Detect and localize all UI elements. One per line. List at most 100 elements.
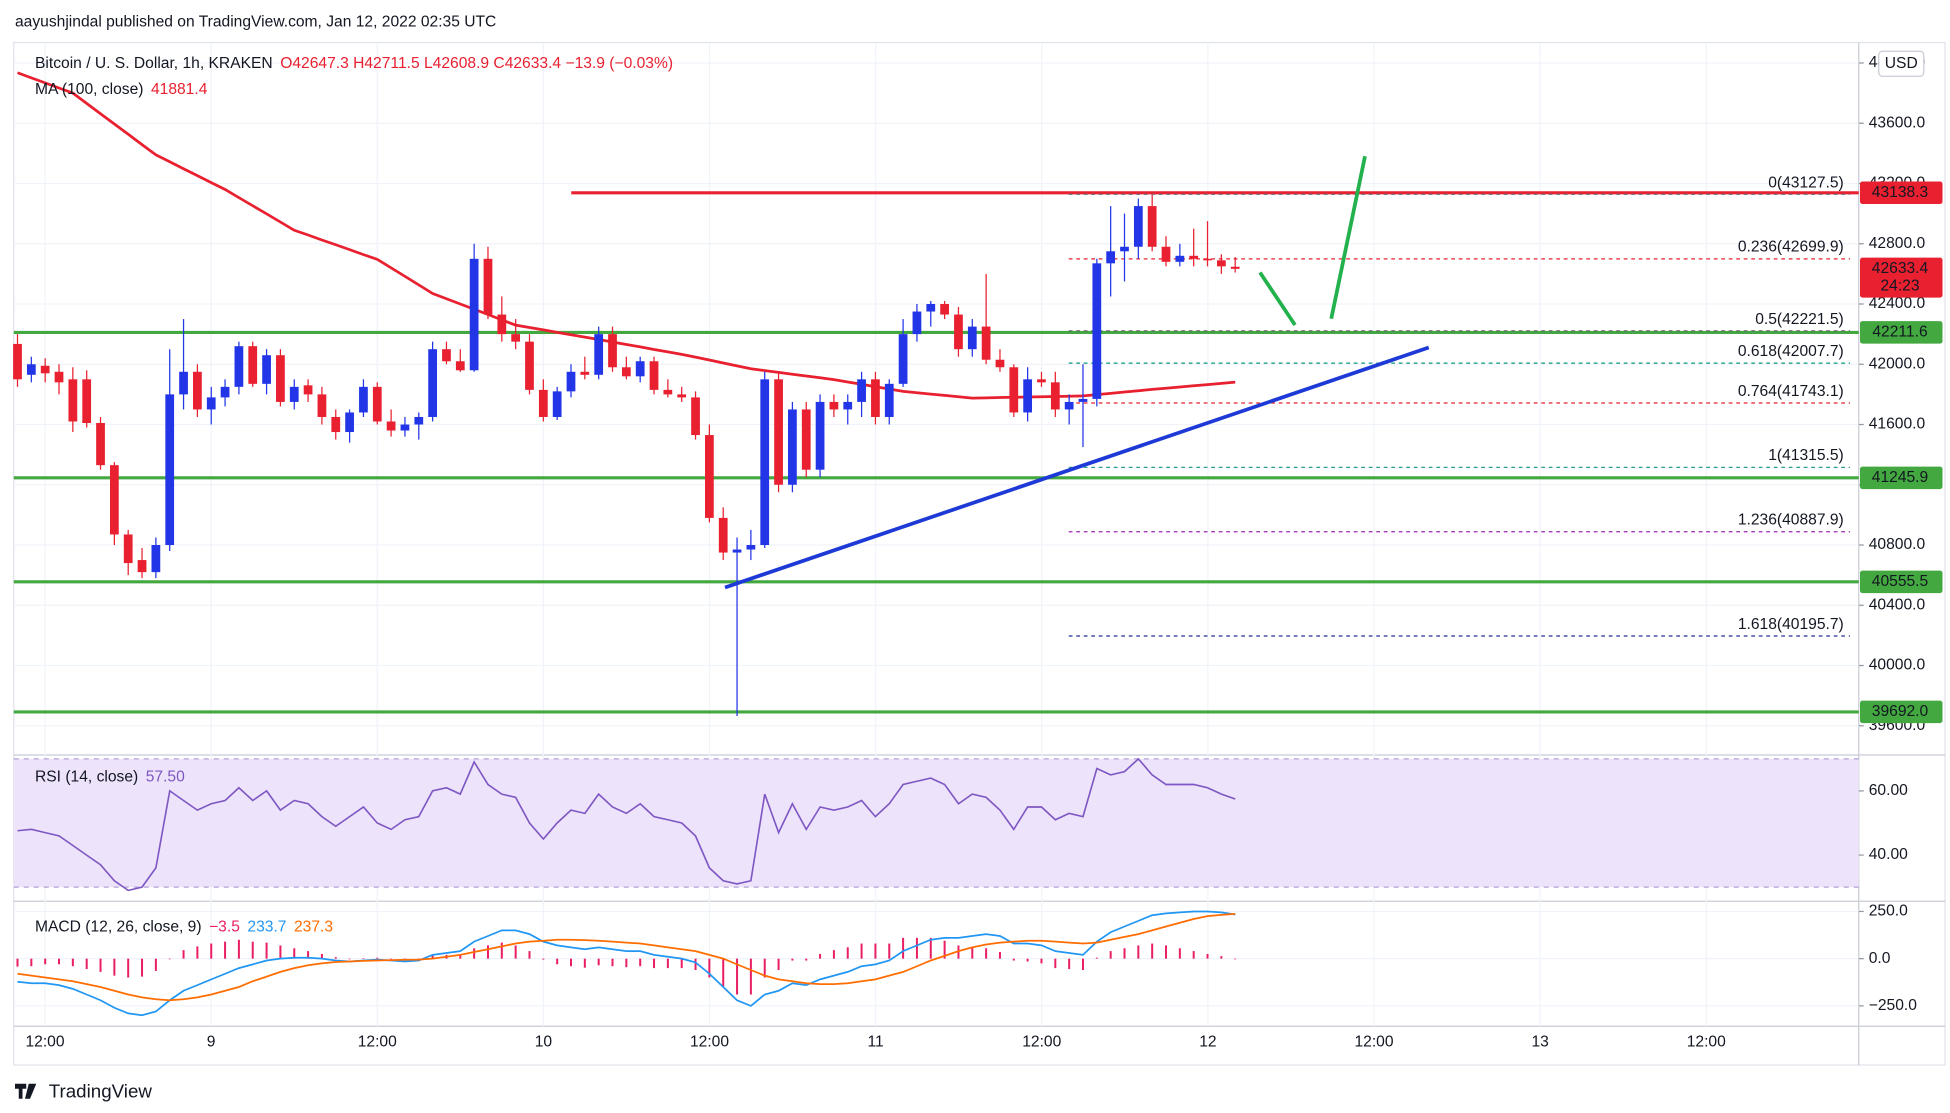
macd-histogram-bar	[307, 951, 310, 959]
candle-body	[1230, 266, 1240, 269]
macd-histogram-bar	[237, 939, 240, 959]
candle-body	[400, 424, 410, 431]
candle-body	[1037, 379, 1046, 383]
legend: Bitcoin / U. S. Dollar, 1h, KRAKEN O42647…	[35, 55, 673, 72]
candle-body	[54, 371, 64, 383]
signal-line	[17, 913, 1236, 1002]
candle-body	[1161, 246, 1171, 262]
candle-body	[68, 379, 78, 422]
macd-histogram-bar	[1178, 948, 1181, 959]
rsi-line	[17, 757, 1236, 892]
macd-histogram-bar	[30, 958, 33, 967]
macd-value: 233.7	[247, 919, 286, 936]
candle-body	[1009, 367, 1019, 413]
macd-histogram-bar	[1109, 951, 1112, 959]
candle-body	[1175, 255, 1185, 262]
legend: MA (100, close) 41881.4	[35, 81, 208, 98]
level-badge-label: 39692.0	[1872, 703, 1929, 720]
drawn-arrow	[1329, 155, 1367, 320]
macd-histogram-bar	[763, 958, 766, 978]
x-tick-label: 10	[535, 1034, 553, 1051]
macd-histogram-bar	[362, 958, 365, 959]
macd-histogram-bar	[113, 958, 116, 976]
fib-label: 0(43127.5)	[1768, 174, 1844, 191]
candle-body	[594, 334, 604, 375]
macd-histogram-bar	[1054, 958, 1057, 969]
macd-histogram-bar	[334, 957, 337, 959]
y-tick-label: 42800.0	[1869, 235, 1926, 252]
x-tick-label: 12:00	[1687, 1034, 1726, 1051]
candle-body	[455, 361, 465, 371]
macd-histogram-bar	[224, 941, 227, 959]
drawn-arrow	[1258, 271, 1297, 327]
candle-body	[566, 371, 576, 392]
fib-label: 1(41315.5)	[1768, 447, 1844, 464]
macd-histogram-bar	[915, 937, 918, 959]
candle-body	[345, 412, 354, 433]
candle-body	[123, 534, 133, 564]
candle-body	[317, 394, 327, 417]
candle-body	[954, 314, 963, 350]
macd-histogram-bar	[44, 958, 47, 965]
macd-histogram-bar	[874, 943, 877, 959]
candle-body	[1189, 255, 1199, 259]
x-tick-label: 12:00	[1022, 1034, 1061, 1051]
macd-histogram-bar	[528, 951, 531, 959]
level-badge-label: 40555.5	[1872, 573, 1929, 590]
macd-histogram-bar	[127, 958, 130, 978]
x-tick-label: 12	[1199, 1034, 1216, 1051]
last-price-badge	[1860, 257, 1943, 298]
candle-body	[525, 341, 534, 390]
macd-histogram-bar	[653, 958, 656, 969]
macd-histogram-bar	[1068, 958, 1071, 970]
candle-body	[774, 379, 783, 485]
macd-histogram-bar	[1234, 958, 1237, 960]
candle-body	[649, 361, 659, 390]
attribution: aayushjindal published on TradingView.co…	[15, 14, 496, 31]
macd-histogram-bar	[459, 954, 462, 959]
macd-histogram-bar	[320, 953, 323, 959]
candle-body	[898, 334, 908, 384]
fib-label: 0.236(42699.9)	[1738, 239, 1844, 256]
macd-histogram-bar	[943, 940, 946, 959]
macd-line	[17, 910, 1236, 1017]
symbol: Bitcoin / U. S. Dollar, 1h, KRAKEN	[35, 55, 273, 72]
candle-body	[621, 367, 631, 377]
candle-body	[829, 401, 839, 410]
candle-body	[1050, 382, 1060, 410]
x-tick-label: 13	[1531, 1034, 1548, 1051]
candle-body	[1203, 258, 1212, 261]
candle-body	[276, 355, 285, 402]
macd-histogram-bar	[265, 942, 268, 959]
logo-mark	[15, 1083, 37, 1099]
resistance-badge	[1860, 181, 1943, 205]
candle-body	[483, 258, 493, 315]
macd-histogram-bar	[1095, 957, 1098, 959]
macd-histogram-bar	[85, 958, 88, 970]
macd-histogram-bar	[998, 952, 1001, 959]
macd-histogram-bar	[182, 950, 185, 959]
candle-body	[857, 379, 866, 402]
x-tick-label: 12:00	[25, 1034, 64, 1051]
level-badge-label: 41245.9	[1872, 469, 1928, 486]
macd-histogram-bar	[1165, 945, 1168, 959]
y-tick-label: 60.00	[1869, 782, 1908, 799]
candle-body	[13, 343, 22, 380]
candle-body	[788, 409, 797, 485]
macd-histogram-bar	[431, 954, 434, 959]
macd-histogram-bar	[625, 958, 628, 968]
macd-histogram-bar	[597, 958, 600, 966]
level-badge	[1860, 321, 1943, 344]
macd-histogram-bar	[16, 958, 19, 967]
macd-histogram-bar	[570, 958, 572, 967]
candle-body	[511, 334, 521, 342]
candle-body	[26, 364, 36, 375]
macd-histogram-bar	[58, 958, 61, 965]
candle-body	[1078, 398, 1088, 402]
candle-body	[967, 326, 977, 350]
signal-value: 237.3	[294, 919, 333, 936]
candle-body	[1106, 251, 1116, 264]
y-tick-label: 42400.0	[1869, 295, 1926, 312]
